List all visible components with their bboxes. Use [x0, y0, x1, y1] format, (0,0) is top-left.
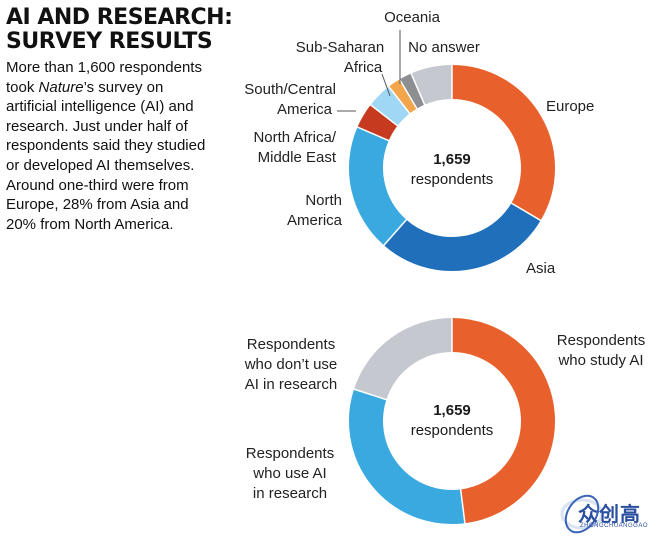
intro-pre: More than 1,600 respondents took	[6, 59, 202, 96]
slice-label-europe: Europe	[546, 98, 595, 115]
logo-swoosh-icon	[560, 494, 604, 534]
logo-text: 众创高	[578, 504, 641, 526]
slice-label-north-america-line2: America	[286, 212, 342, 229]
donut-slice-oceania	[399, 73, 425, 109]
slice-label-dont-use-line2: who don’t use	[244, 356, 338, 373]
intro-text: More than 1,600 respondents took Nature’…	[6, 58, 210, 234]
intro-italic: Nature	[38, 78, 84, 96]
slice-label-sub-saharan-line1: Sub-Saharan	[295, 39, 385, 56]
donut-slice-north-africa-middle-east	[357, 104, 398, 142]
slice-label-no-answer: No answer	[408, 39, 480, 56]
slice-label-oceania: Oceania	[384, 9, 440, 26]
slice-label-sub-saharan-line2: Africa	[343, 59, 383, 76]
title-line-1: AI AND RESEARCH:	[6, 5, 233, 30]
watermark-logo: 众创高 ZHONGCHUANGGAO	[556, 492, 656, 542]
slice-separator	[356, 126, 390, 142]
donut-slice-europe	[451, 65, 555, 221]
slice-label-south-central-line2: America	[276, 101, 332, 118]
donut-slice-sub-saharan-africa	[388, 79, 418, 114]
slice-label-study-ai-line2: who study AI	[558, 352, 644, 369]
slice-label-north-africa-line1: North Africa/	[253, 129, 336, 146]
donut-slice-asia	[383, 202, 541, 271]
leader-line-sub-saharan-africa	[381, 73, 391, 97]
slice-label-north-america-line1: North	[305, 192, 342, 209]
slice-label-dont-use-line3: AI in research	[244, 376, 338, 393]
slice-label-north-africa-line2: Middle East	[257, 149, 336, 166]
center-total-2: 1,659	[433, 402, 471, 419]
slice-separator	[510, 201, 542, 222]
slice-label-use-ai-line1: Respondents	[245, 445, 335, 462]
slice-separator	[369, 103, 399, 127]
slice-label-asia: Asia	[526, 260, 556, 277]
slice-separator	[459, 488, 466, 525]
slice-label-study-ai-line1: Respondents	[556, 332, 646, 349]
slice-separator	[410, 72, 426, 106]
slice-separator	[352, 388, 388, 401]
center-unit-1: respondents	[410, 171, 494, 188]
center-total-1: 1,659	[433, 151, 471, 168]
logo-subtext: ZHONGCHUANGGAO	[580, 523, 649, 529]
slice-label-use-ai-line2: who use AI	[253, 465, 327, 482]
intro-post: ’s survey on artificial intelligence (AI…	[6, 78, 206, 233]
chart-title: AI AND RESEARCH: SURVEY RESULTS	[6, 5, 233, 54]
donut-slice-dont-use-ai	[354, 318, 453, 401]
slice-label-use-ai-line3: in research	[252, 485, 328, 502]
center-unit-2: respondents	[410, 422, 494, 439]
donut-slice-south-central-america	[370, 86, 411, 127]
title-line-2: SURVEY RESULTS	[6, 29, 213, 54]
slice-separator	[382, 218, 408, 247]
slice-label-dont-use-line1: Respondents	[246, 336, 336, 353]
slice-separator	[398, 78, 419, 110]
slice-label-south-central-line1: South/Central	[244, 81, 336, 98]
donut-slice-study-ai	[451, 318, 555, 524]
donut-slice-no-answer	[411, 65, 453, 105]
donut-slice-north-america	[349, 127, 407, 246]
donut-slice-use-ai	[349, 389, 465, 524]
slice-separator	[387, 85, 411, 115]
